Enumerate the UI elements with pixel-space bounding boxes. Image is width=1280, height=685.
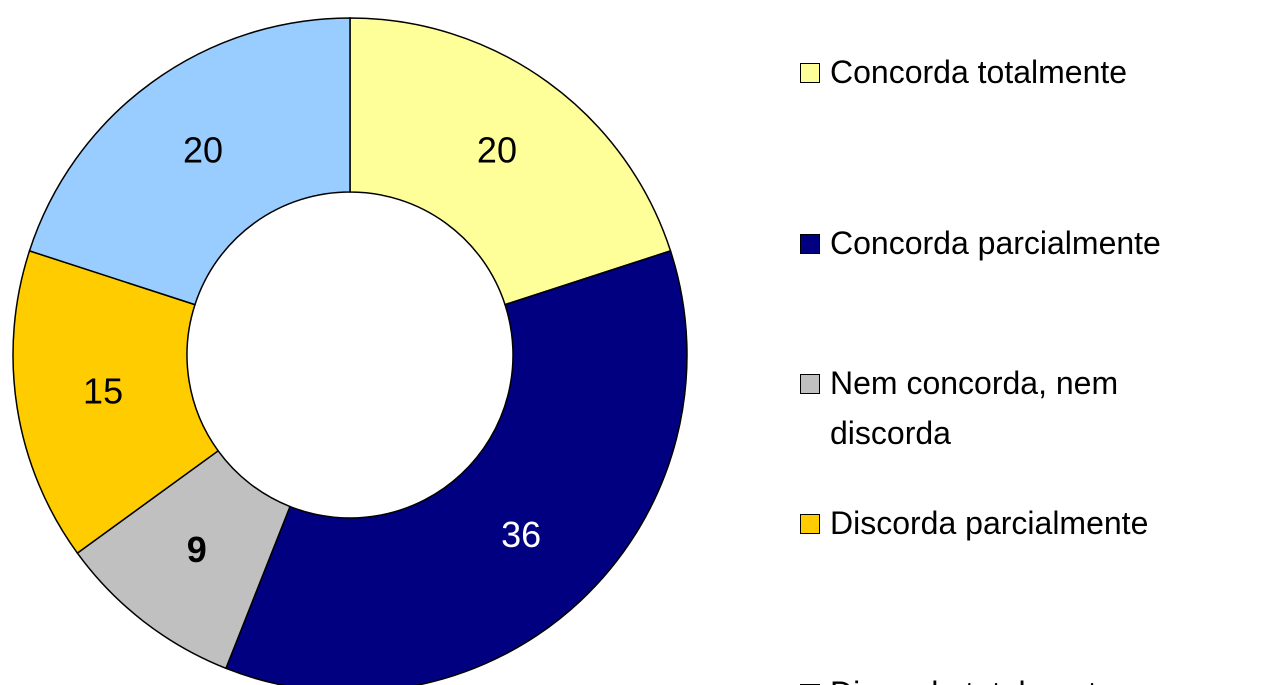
legend-label: Discorda totalmente	[830, 668, 1230, 685]
legend-swatch	[800, 234, 820, 254]
legend-swatch	[800, 514, 820, 534]
legend-label: Concorda totalmente	[830, 54, 1128, 90]
data-label: 9	[187, 529, 207, 570]
data-label: 36	[501, 514, 541, 555]
data-label: 15	[83, 371, 123, 412]
data-label: 20	[477, 129, 517, 170]
legend-label: Concorda parcialmente	[830, 225, 1161, 261]
donut-slice	[12, 249, 220, 555]
legend-swatch	[800, 374, 820, 394]
legend-entry: Discorda parcialmente	[800, 498, 1240, 548]
legend-entry: Nem concorda, nem discorda	[800, 358, 1240, 458]
legend-entry: Concorda totalmente	[800, 47, 1240, 97]
data-label: 20	[183, 129, 223, 170]
legend-label: Discorda parcialmente	[830, 505, 1149, 541]
donut-plot: 20 36 9 15 20	[12, 17, 688, 685]
legend-entry: Concorda parcialmente	[800, 218, 1240, 268]
donut-slice	[349, 17, 672, 306]
donut-slice	[224, 249, 688, 685]
legend-label: Nem concorda, nem discorda	[830, 365, 1119, 451]
legend-swatch	[800, 63, 820, 83]
legend-entry: Discorda totalmente	[800, 668, 1240, 685]
donut-slice	[28, 17, 351, 306]
